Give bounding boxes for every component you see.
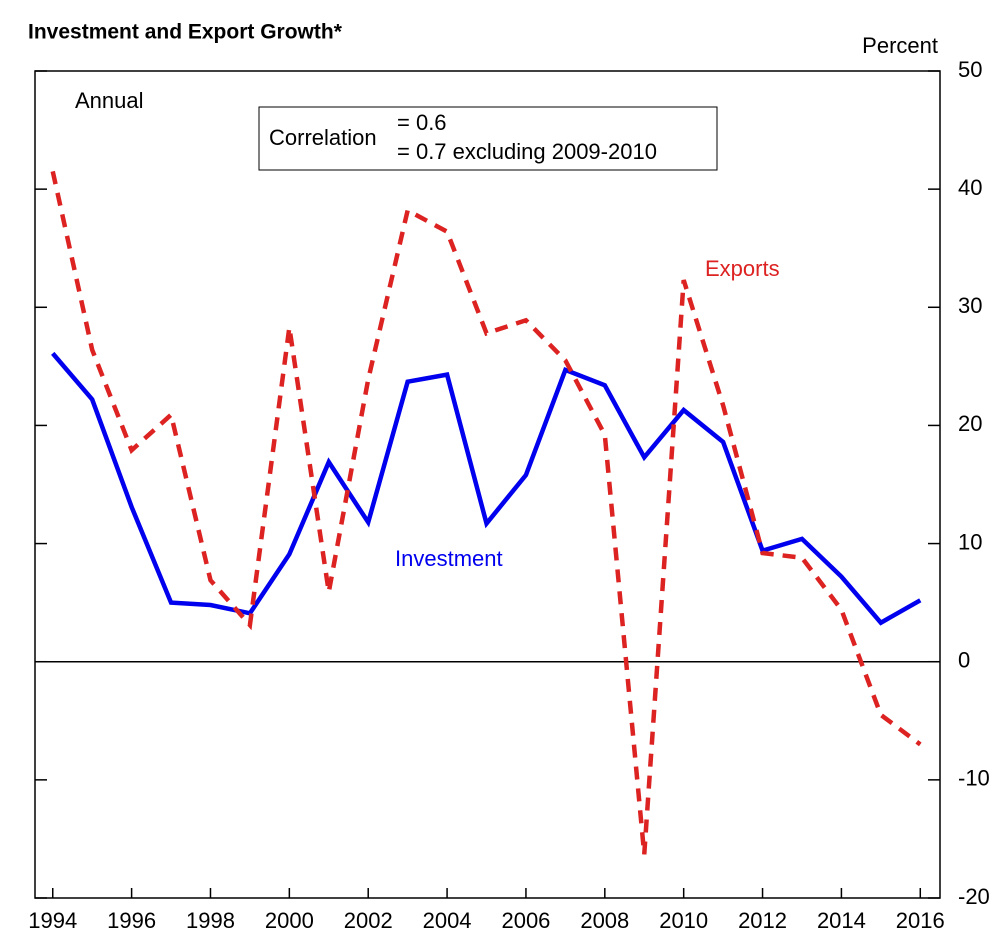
series-line xyxy=(50,170,922,855)
x-tick-label: 2006 xyxy=(501,908,550,933)
series-label: Investment xyxy=(395,546,503,571)
x-tick-label: 2002 xyxy=(344,908,393,933)
y-tick-label: 30 xyxy=(958,293,982,318)
x-tick-label: 2012 xyxy=(738,908,787,933)
x-tick-label: 2016 xyxy=(896,908,945,933)
annotation: Correlation xyxy=(269,125,377,150)
x-tick-label: 2000 xyxy=(265,908,314,933)
series-line xyxy=(51,351,922,626)
annotation: Annual xyxy=(75,88,144,113)
annotation: = 0.6 xyxy=(397,110,447,135)
series-label: Exports xyxy=(705,256,780,281)
chart-title: Investment and Export Growth* xyxy=(28,21,343,44)
y-tick-label: 50 xyxy=(958,57,982,82)
y-axis-label: Percent xyxy=(862,33,938,58)
x-tick-label: 1996 xyxy=(107,908,156,933)
x-tick-label: 2008 xyxy=(580,908,629,933)
x-tick-label: 1998 xyxy=(186,908,235,933)
plot-frame xyxy=(34,70,941,899)
x-tick-label: 2010 xyxy=(659,908,708,933)
y-tick-label: 40 xyxy=(958,175,982,200)
x-tick-label: 2014 xyxy=(817,908,866,933)
y-tick-label: 0 xyxy=(958,648,970,673)
y-tick-label: -20 xyxy=(958,884,990,909)
x-tick-label: 1994 xyxy=(28,908,77,933)
annotation: = 0.7 excluding 2009-2010 xyxy=(397,139,657,164)
y-tick-label: 20 xyxy=(958,411,982,436)
x-tick-label: 2004 xyxy=(423,908,472,933)
annotation-box xyxy=(258,106,718,171)
y-tick-label: 10 xyxy=(958,529,982,554)
y-tick-label: -10 xyxy=(958,766,990,791)
